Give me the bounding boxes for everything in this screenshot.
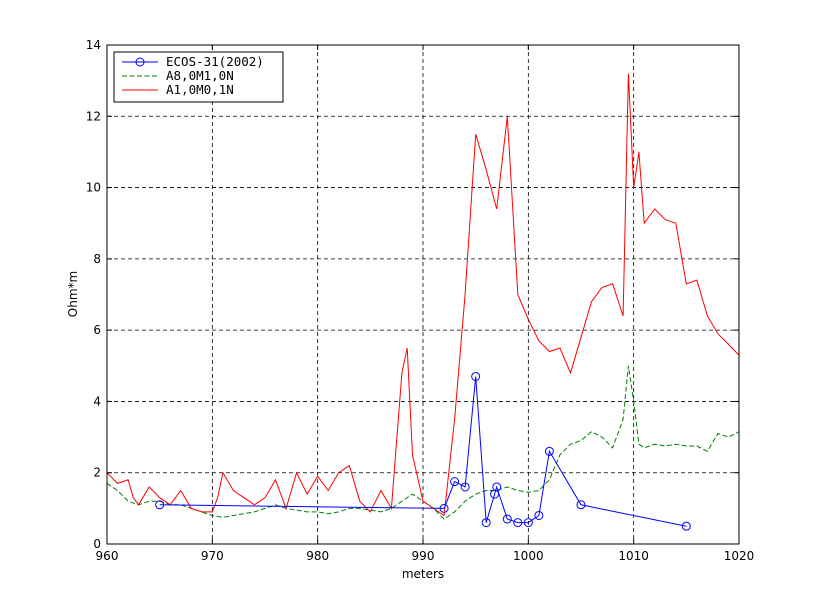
y-tick-label: 14	[86, 38, 101, 52]
data-point	[481, 518, 491, 528]
data-point	[471, 371, 481, 381]
data-point	[155, 500, 165, 510]
data-point	[523, 518, 533, 528]
series-layer	[107, 73, 739, 531]
legend-item: A8,0M1,0N	[122, 68, 234, 83]
legend-marker	[135, 57, 145, 67]
ticks: 960 970 980 990 1000 1010 1020 0 2 4 6 8 10 12 14	[86, 38, 755, 563]
x-tick-label: 980	[306, 549, 329, 563]
legend-item: A1,0M0,1N	[122, 82, 234, 97]
data-point	[450, 477, 460, 487]
data-point	[460, 482, 470, 492]
data-point	[492, 482, 502, 492]
legend-label: ECOS-31(2002)	[166, 54, 264, 69]
y-tick-label: 8	[93, 252, 101, 266]
grid	[107, 45, 739, 544]
data-point	[681, 521, 691, 531]
y-tick-label: 12	[86, 109, 101, 123]
y-tick-label: 0	[93, 537, 101, 551]
series-a1-0m0-1n	[107, 73, 739, 517]
data-point	[439, 503, 449, 513]
x-tick-label: 1020	[724, 549, 755, 563]
data-point	[513, 518, 523, 528]
data-point	[534, 510, 544, 520]
y-tick-label: 2	[93, 466, 101, 480]
legend-box	[113, 51, 284, 103]
x-tick-label: 1000	[513, 549, 544, 563]
legend-label: A8,0M1,0N	[166, 68, 234, 83]
x-tick-label: 1010	[618, 549, 649, 563]
data-point	[544, 446, 554, 456]
y-tick-label: 4	[93, 394, 101, 408]
legend-label: A1,0M0,1N	[166, 82, 234, 97]
x-tick-label: 990	[412, 549, 435, 563]
series-ecos-31-2002	[155, 371, 691, 531]
data-point	[576, 500, 586, 510]
y-tick-label: 6	[93, 323, 101, 337]
legend-item: ECOS-31(2002)	[122, 54, 264, 69]
y-tick-label: 10	[86, 181, 101, 195]
data-point	[502, 514, 512, 524]
series-line	[107, 73, 739, 517]
x-tick-label: 960	[96, 549, 119, 563]
x-tick-label: 970	[201, 549, 224, 563]
plot-frame	[106, 44, 740, 545]
y-axis-label: Ohm*m	[66, 271, 80, 317]
x-axis-label: meters	[402, 567, 444, 581]
